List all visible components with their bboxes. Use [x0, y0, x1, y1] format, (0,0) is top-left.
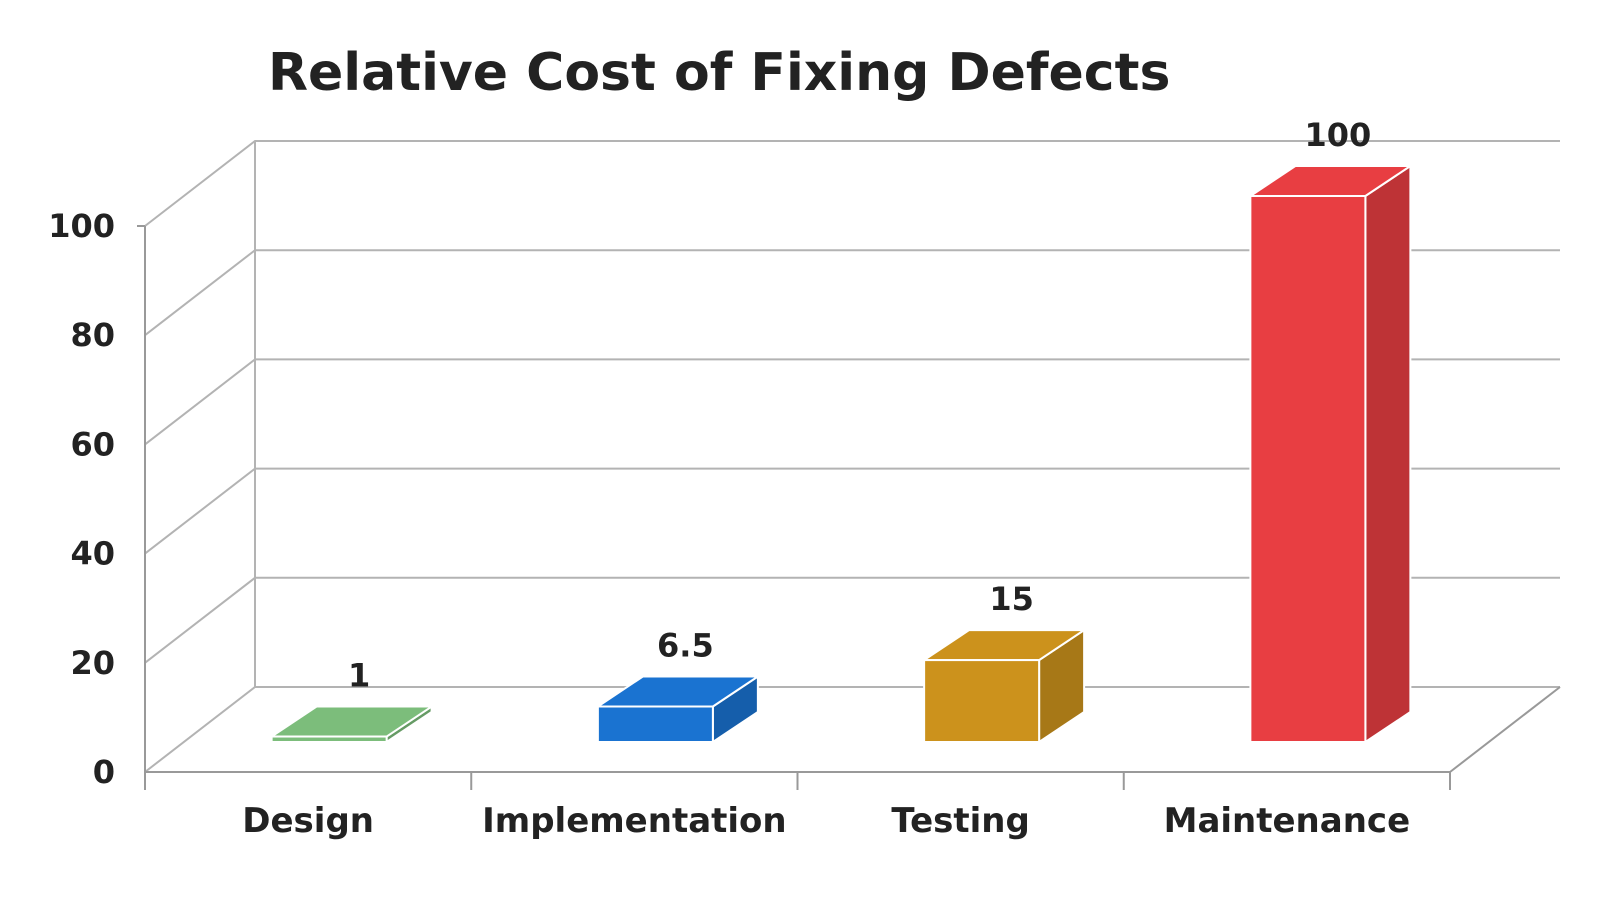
y-tick-label: 100: [48, 207, 115, 245]
bar-implementation: [594, 674, 762, 744]
y-tick-label: 80: [70, 316, 115, 354]
y-tick-label: 0: [93, 753, 115, 791]
floor-right-edge: [1449, 686, 1561, 773]
bar-testing: [920, 628, 1088, 744]
bars: [268, 164, 1414, 744]
bar-front-face: [270, 735, 388, 743]
bar-side-face: [1364, 164, 1412, 744]
data-label: 1: [348, 657, 370, 695]
x-tick-label: Testing: [891, 801, 1029, 841]
y-tick-label: 40: [70, 535, 115, 573]
bar-maintenance: [1247, 164, 1414, 744]
data-label: 15: [989, 580, 1034, 618]
x-tick-label: Design: [242, 801, 374, 841]
bar-top-face: [268, 705, 435, 738]
bar-front-face: [1249, 195, 1367, 743]
labels: 0 20 40 60 80 100 1 Design 6.5 Implementation 15 Te…: [48, 116, 1410, 841]
y-tick-label: 20: [70, 644, 115, 682]
bar-design: [268, 704, 435, 744]
bar-front-face: [923, 659, 1041, 743]
data-label: 100: [1304, 116, 1371, 154]
chart-title: Relative Cost of Fixing Defects: [268, 43, 1170, 103]
data-label: 6.5: [657, 627, 714, 665]
x-tick-label: Implementation: [482, 801, 787, 841]
x-tick-label: Maintenance: [1164, 801, 1411, 841]
axes: [137, 225, 1561, 790]
y-tick-label: 60: [70, 425, 115, 463]
bar-front-face: [596, 705, 714, 744]
gridlines: [144, 140, 1560, 773]
